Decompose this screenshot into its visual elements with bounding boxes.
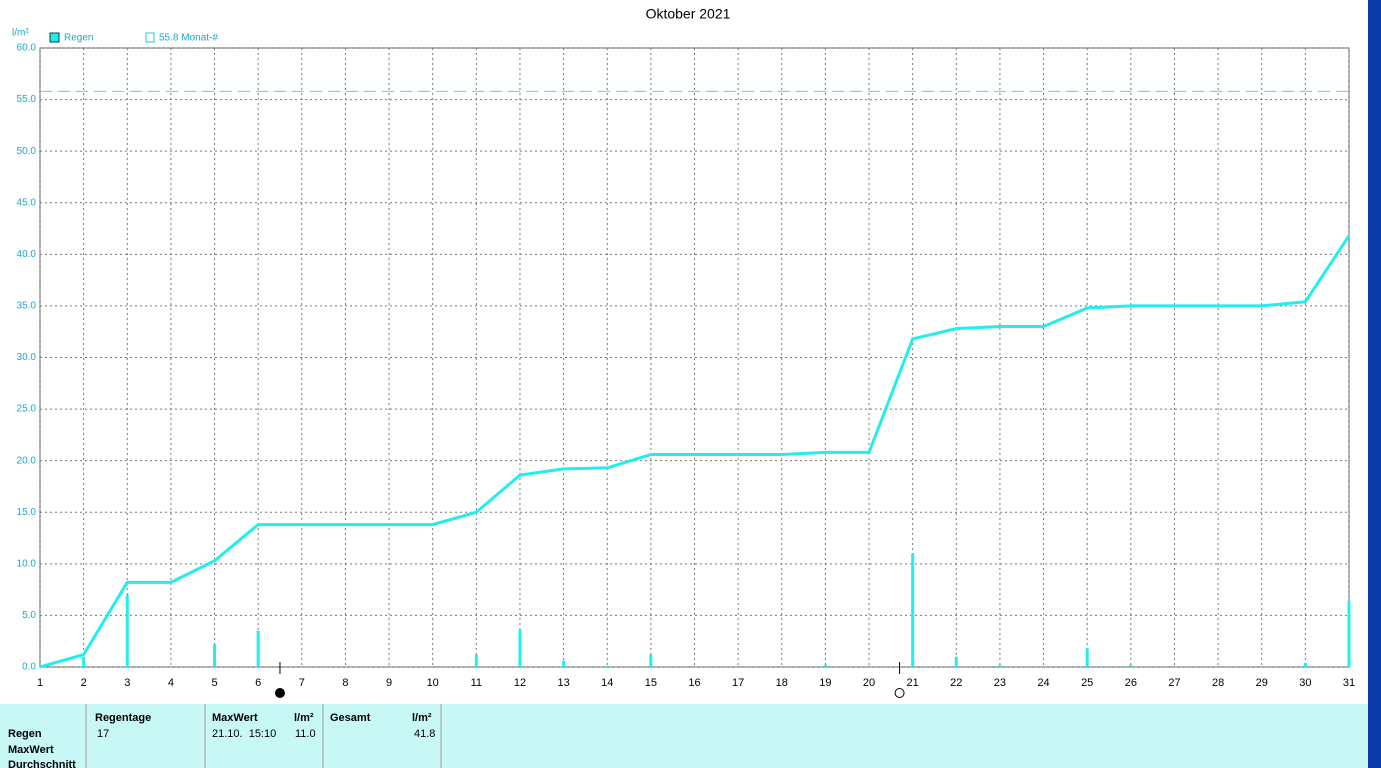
x-tick-label: 20 bbox=[863, 677, 875, 689]
bar bbox=[605, 665, 609, 667]
chart-title: Oktober 2021 bbox=[646, 6, 731, 22]
y-axis-label: l/m² bbox=[12, 28, 29, 39]
y-tick-label: 15.0 bbox=[17, 507, 37, 518]
y-tick-label: 45.0 bbox=[17, 197, 37, 208]
table-header: Regentage bbox=[95, 712, 151, 724]
table-header: Gesamt bbox=[330, 712, 371, 724]
legend-swatch bbox=[145, 32, 155, 43]
bar bbox=[649, 654, 653, 667]
table-cell: 17 bbox=[97, 728, 109, 740]
y-tick-label: 35.0 bbox=[17, 301, 37, 312]
bar bbox=[518, 629, 522, 667]
row-label: MaxWert bbox=[8, 744, 54, 756]
x-tick-label: 22 bbox=[950, 677, 962, 689]
y-tick-label: 0.0 bbox=[22, 662, 36, 673]
legend-label: 55.8 Monat-# bbox=[159, 33, 218, 44]
desktop-strip bbox=[1368, 0, 1381, 768]
x-tick-label: 10 bbox=[427, 677, 439, 689]
x-tick-label: 13 bbox=[557, 677, 569, 689]
y-tick-label: 40.0 bbox=[17, 249, 37, 260]
x-tick-label: 17 bbox=[732, 677, 744, 689]
row-label: Regen bbox=[8, 728, 42, 740]
x-tick-label: 16 bbox=[688, 677, 700, 689]
x-tick-label: 28 bbox=[1212, 677, 1224, 689]
x-tick-label: 24 bbox=[1037, 677, 1049, 689]
x-tick-label: 23 bbox=[994, 677, 1006, 689]
x-tick-label: 1 bbox=[37, 677, 43, 689]
x-tick-label: 12 bbox=[514, 677, 526, 689]
x-tick-label: 31 bbox=[1343, 677, 1355, 689]
x-tick-label: 9 bbox=[386, 677, 392, 689]
y-tick-label: 50.0 bbox=[17, 146, 37, 157]
bar bbox=[256, 630, 260, 667]
row-label: Durchschnitt bbox=[8, 759, 76, 768]
y-tick-label: 60.0 bbox=[17, 43, 37, 54]
y-tick-label: 10.0 bbox=[17, 558, 37, 569]
x-tick-label: 6 bbox=[255, 677, 261, 689]
y-tick-label: 25.0 bbox=[17, 404, 37, 415]
y-tick-label: 30.0 bbox=[17, 352, 37, 363]
x-tick-label: 11 bbox=[471, 677, 482, 689]
y-tick-label: 20.0 bbox=[17, 455, 37, 466]
x-tick-label: 18 bbox=[776, 677, 788, 689]
moon-phase bbox=[274, 688, 285, 698]
bar bbox=[1085, 648, 1089, 667]
legend-label: Regen bbox=[64, 33, 93, 44]
bar bbox=[1303, 662, 1307, 667]
bar bbox=[911, 553, 915, 667]
legend-swatch bbox=[49, 32, 60, 43]
table-header: l/m² bbox=[294, 712, 314, 724]
x-tick-label: 26 bbox=[1125, 677, 1137, 689]
y-tick-label: 55.0 bbox=[17, 94, 37, 105]
bar bbox=[474, 654, 478, 667]
x-tick-label: 2 bbox=[81, 677, 87, 689]
x-tick-label: 21 bbox=[907, 677, 919, 689]
x-tick-label: 27 bbox=[1168, 677, 1180, 689]
x-tick-label: 29 bbox=[1256, 677, 1268, 689]
bar bbox=[1347, 600, 1351, 667]
bar bbox=[562, 660, 566, 667]
moon-phase bbox=[894, 688, 905, 698]
x-tick-label: 5 bbox=[211, 677, 217, 689]
table-header: l/m² bbox=[412, 712, 432, 724]
bar bbox=[998, 664, 1002, 667]
x-tick-label: 30 bbox=[1299, 677, 1311, 689]
summary-panel bbox=[0, 704, 1368, 768]
table-cell: 11.0 bbox=[295, 728, 316, 740]
bar bbox=[954, 656, 958, 667]
bar bbox=[823, 664, 827, 667]
y-tick-label: 5.0 bbox=[22, 610, 36, 621]
x-tick-label: 19 bbox=[819, 677, 831, 689]
x-tick-label: 4 bbox=[168, 677, 174, 689]
bar bbox=[213, 644, 217, 667]
bar bbox=[1129, 664, 1133, 667]
table-header: MaxWert bbox=[212, 712, 258, 724]
cumulative-line bbox=[39, 234, 1351, 669]
bar bbox=[125, 594, 129, 667]
x-tick-label: 8 bbox=[342, 677, 348, 689]
x-tick-label: 15 bbox=[645, 677, 657, 689]
x-tick-label: 3 bbox=[124, 677, 130, 689]
table-cell: 21.10. 15:10 bbox=[212, 728, 276, 740]
bar bbox=[82, 656, 86, 667]
table-cell: 41.8 bbox=[414, 728, 435, 740]
x-tick-label: 14 bbox=[601, 677, 613, 689]
x-tick-label: 7 bbox=[299, 677, 305, 689]
x-tick-label: 25 bbox=[1081, 677, 1093, 689]
